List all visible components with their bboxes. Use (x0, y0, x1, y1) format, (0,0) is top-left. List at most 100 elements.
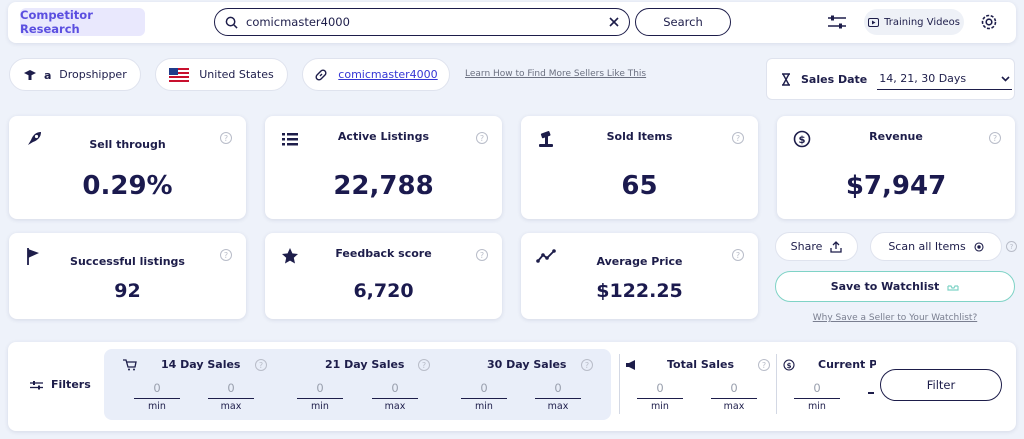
search-button[interactable]: Search (635, 8, 731, 36)
hourglass-icon (782, 72, 790, 86)
dollar-circle-icon: $ (783, 359, 795, 371)
sold-items-value: 65 (621, 171, 658, 201)
average-price-value: $122.25 (596, 280, 683, 302)
30-day-max-input[interactable]: 0 (535, 381, 581, 399)
30-day-min-input[interactable]: 0 (461, 381, 507, 399)
filters-sliders-icon (30, 380, 43, 389)
max-label: max (723, 401, 745, 412)
sell-through-title: Sell through (89, 138, 166, 151)
training-videos-label: Training Videos (884, 16, 960, 28)
help-icon[interactable]: ? (732, 132, 744, 144)
search-input[interactable] (246, 15, 609, 29)
average-price-title: Average Price (596, 255, 683, 268)
search-bar[interactable] (214, 8, 630, 36)
min-label: min (808, 401, 826, 412)
revenue-value: $7,947 (845, 171, 947, 201)
us-flag-icon (169, 67, 190, 82)
total-sales-min-input[interactable]: 0 (637, 381, 683, 399)
dropshipper-icon (24, 69, 37, 80)
filters-heading: Filters (30, 378, 91, 391)
14-day-min-input[interactable]: 0 (134, 381, 180, 399)
seller-link-chip[interactable]: comicmaster4000 (302, 58, 450, 91)
help-icon[interactable]: ? (758, 359, 770, 371)
share-label: Share (790, 240, 823, 253)
help-icon[interactable]: ? (476, 249, 488, 261)
sales-date-selector[interactable]: Sales Date 14, 21, 30 Days (766, 58, 1015, 100)
sales-date-label: Sales Date (801, 72, 868, 86)
help-icon[interactable]: ? (581, 359, 593, 371)
save-watchlist-label: Save to Watchlist (830, 280, 940, 293)
30-day-sales-title: 30 Day Sales (487, 358, 567, 371)
country-chip[interactable]: United States (155, 58, 288, 91)
clear-icon[interactable] (609, 17, 619, 27)
seller-type-chip[interactable]: a Dropshipper (9, 58, 141, 91)
help-icon[interactable]: ? (255, 359, 267, 371)
max-label: max (384, 401, 406, 412)
active-listings-value: 22,788 (333, 171, 434, 201)
feedback-score-card: Feedback score ? 6,720 (265, 233, 502, 319)
help-icon[interactable]: ? (418, 359, 430, 371)
21-day-sales-title: 21 Day Sales (325, 358, 405, 371)
save-to-watchlist-button[interactable]: Save to Watchlist (775, 271, 1015, 302)
range-dash (868, 392, 874, 394)
help-icon[interactable]: ? (732, 249, 744, 261)
active-listings-title: Active Listings (337, 130, 430, 143)
help-icon[interactable]: ? (989, 132, 1001, 144)
link-icon (315, 68, 327, 81)
successful-listings-card: Successful listings ? 92 (9, 233, 246, 319)
14-day-max-input[interactable]: 0 (208, 381, 254, 399)
help-icon[interactable]: ? (476, 132, 488, 144)
min-label: min (475, 401, 493, 412)
sell-through-value: 0.29% (82, 171, 173, 201)
country-label: United States (199, 68, 274, 81)
gavel-icon (539, 131, 553, 147)
flag-icon (27, 248, 39, 265)
filter-button[interactable]: Filter (880, 369, 1002, 401)
successful-listings-title: Successful listings (70, 255, 185, 268)
star-icon (282, 248, 298, 264)
help-icon[interactable]: ? (220, 132, 232, 144)
average-price-card: Average Price ? $122.25 (521, 233, 758, 319)
search-icon (225, 16, 238, 29)
dollar-circle-icon: $ (793, 130, 811, 148)
sliders-icon[interactable] (826, 12, 848, 32)
rocket-icon (28, 132, 41, 145)
divider (619, 354, 620, 414)
share-icon (830, 240, 843, 253)
gear-icon[interactable] (979, 12, 999, 32)
current-price-min-input[interactable]: 0 (794, 381, 840, 399)
scan-all-items-button[interactable]: Scan all Items (870, 232, 1002, 261)
share-button[interactable]: Share (775, 232, 858, 261)
min-label: min (651, 401, 669, 412)
sales-date-dropdown[interactable]: 14, 21, 30 Days (877, 68, 1013, 90)
total-sales-max-input[interactable]: 0 (711, 381, 757, 399)
training-videos-button[interactable]: Training Videos (864, 9, 964, 35)
sell-through-card: Sell through ? 0.29% (9, 116, 246, 219)
seller-link-label[interactable]: comicmaster4000 (338, 68, 438, 81)
max-label: max (220, 401, 242, 412)
svg-text:$: $ (787, 362, 792, 370)
14-day-sales-title: 14 Day Sales (161, 358, 241, 371)
21-day-max-input[interactable]: 0 (372, 381, 418, 399)
successful-listings-value: 92 (114, 280, 141, 302)
feedback-score-value: 6,720 (353, 280, 414, 302)
total-sales-title: Total Sales (667, 358, 735, 371)
current-price-title: Current Pr (818, 358, 876, 371)
min-label: min (311, 401, 329, 412)
competitor-research-tab[interactable]: Competitor Research (20, 8, 145, 36)
min-label: min (148, 401, 166, 412)
revenue-card: $ Revenue ? $7,947 (777, 116, 1015, 219)
max-label: max (547, 401, 569, 412)
21-day-min-input[interactable]: 0 (297, 381, 343, 399)
active-listings-card: Active Listings ? 22,788 (265, 116, 502, 219)
sales-date-value: 14, 21, 30 Days (879, 72, 967, 85)
seller-type-label: Dropshipper (59, 68, 127, 81)
sold-items-card: Sold Items ? 65 (521, 116, 758, 219)
learn-more-link[interactable]: Learn How to Find More Sellers Like This (465, 69, 647, 79)
help-icon[interactable]: ? (1006, 241, 1017, 252)
feedback-score-title: Feedback score (335, 247, 432, 260)
scan-all-label: Scan all Items (888, 240, 966, 253)
why-watchlist-link[interactable]: Why Save a Seller to Your Watchlist? (812, 313, 978, 323)
help-icon[interactable]: ? (220, 249, 232, 261)
amazon-icon: a (44, 69, 51, 81)
